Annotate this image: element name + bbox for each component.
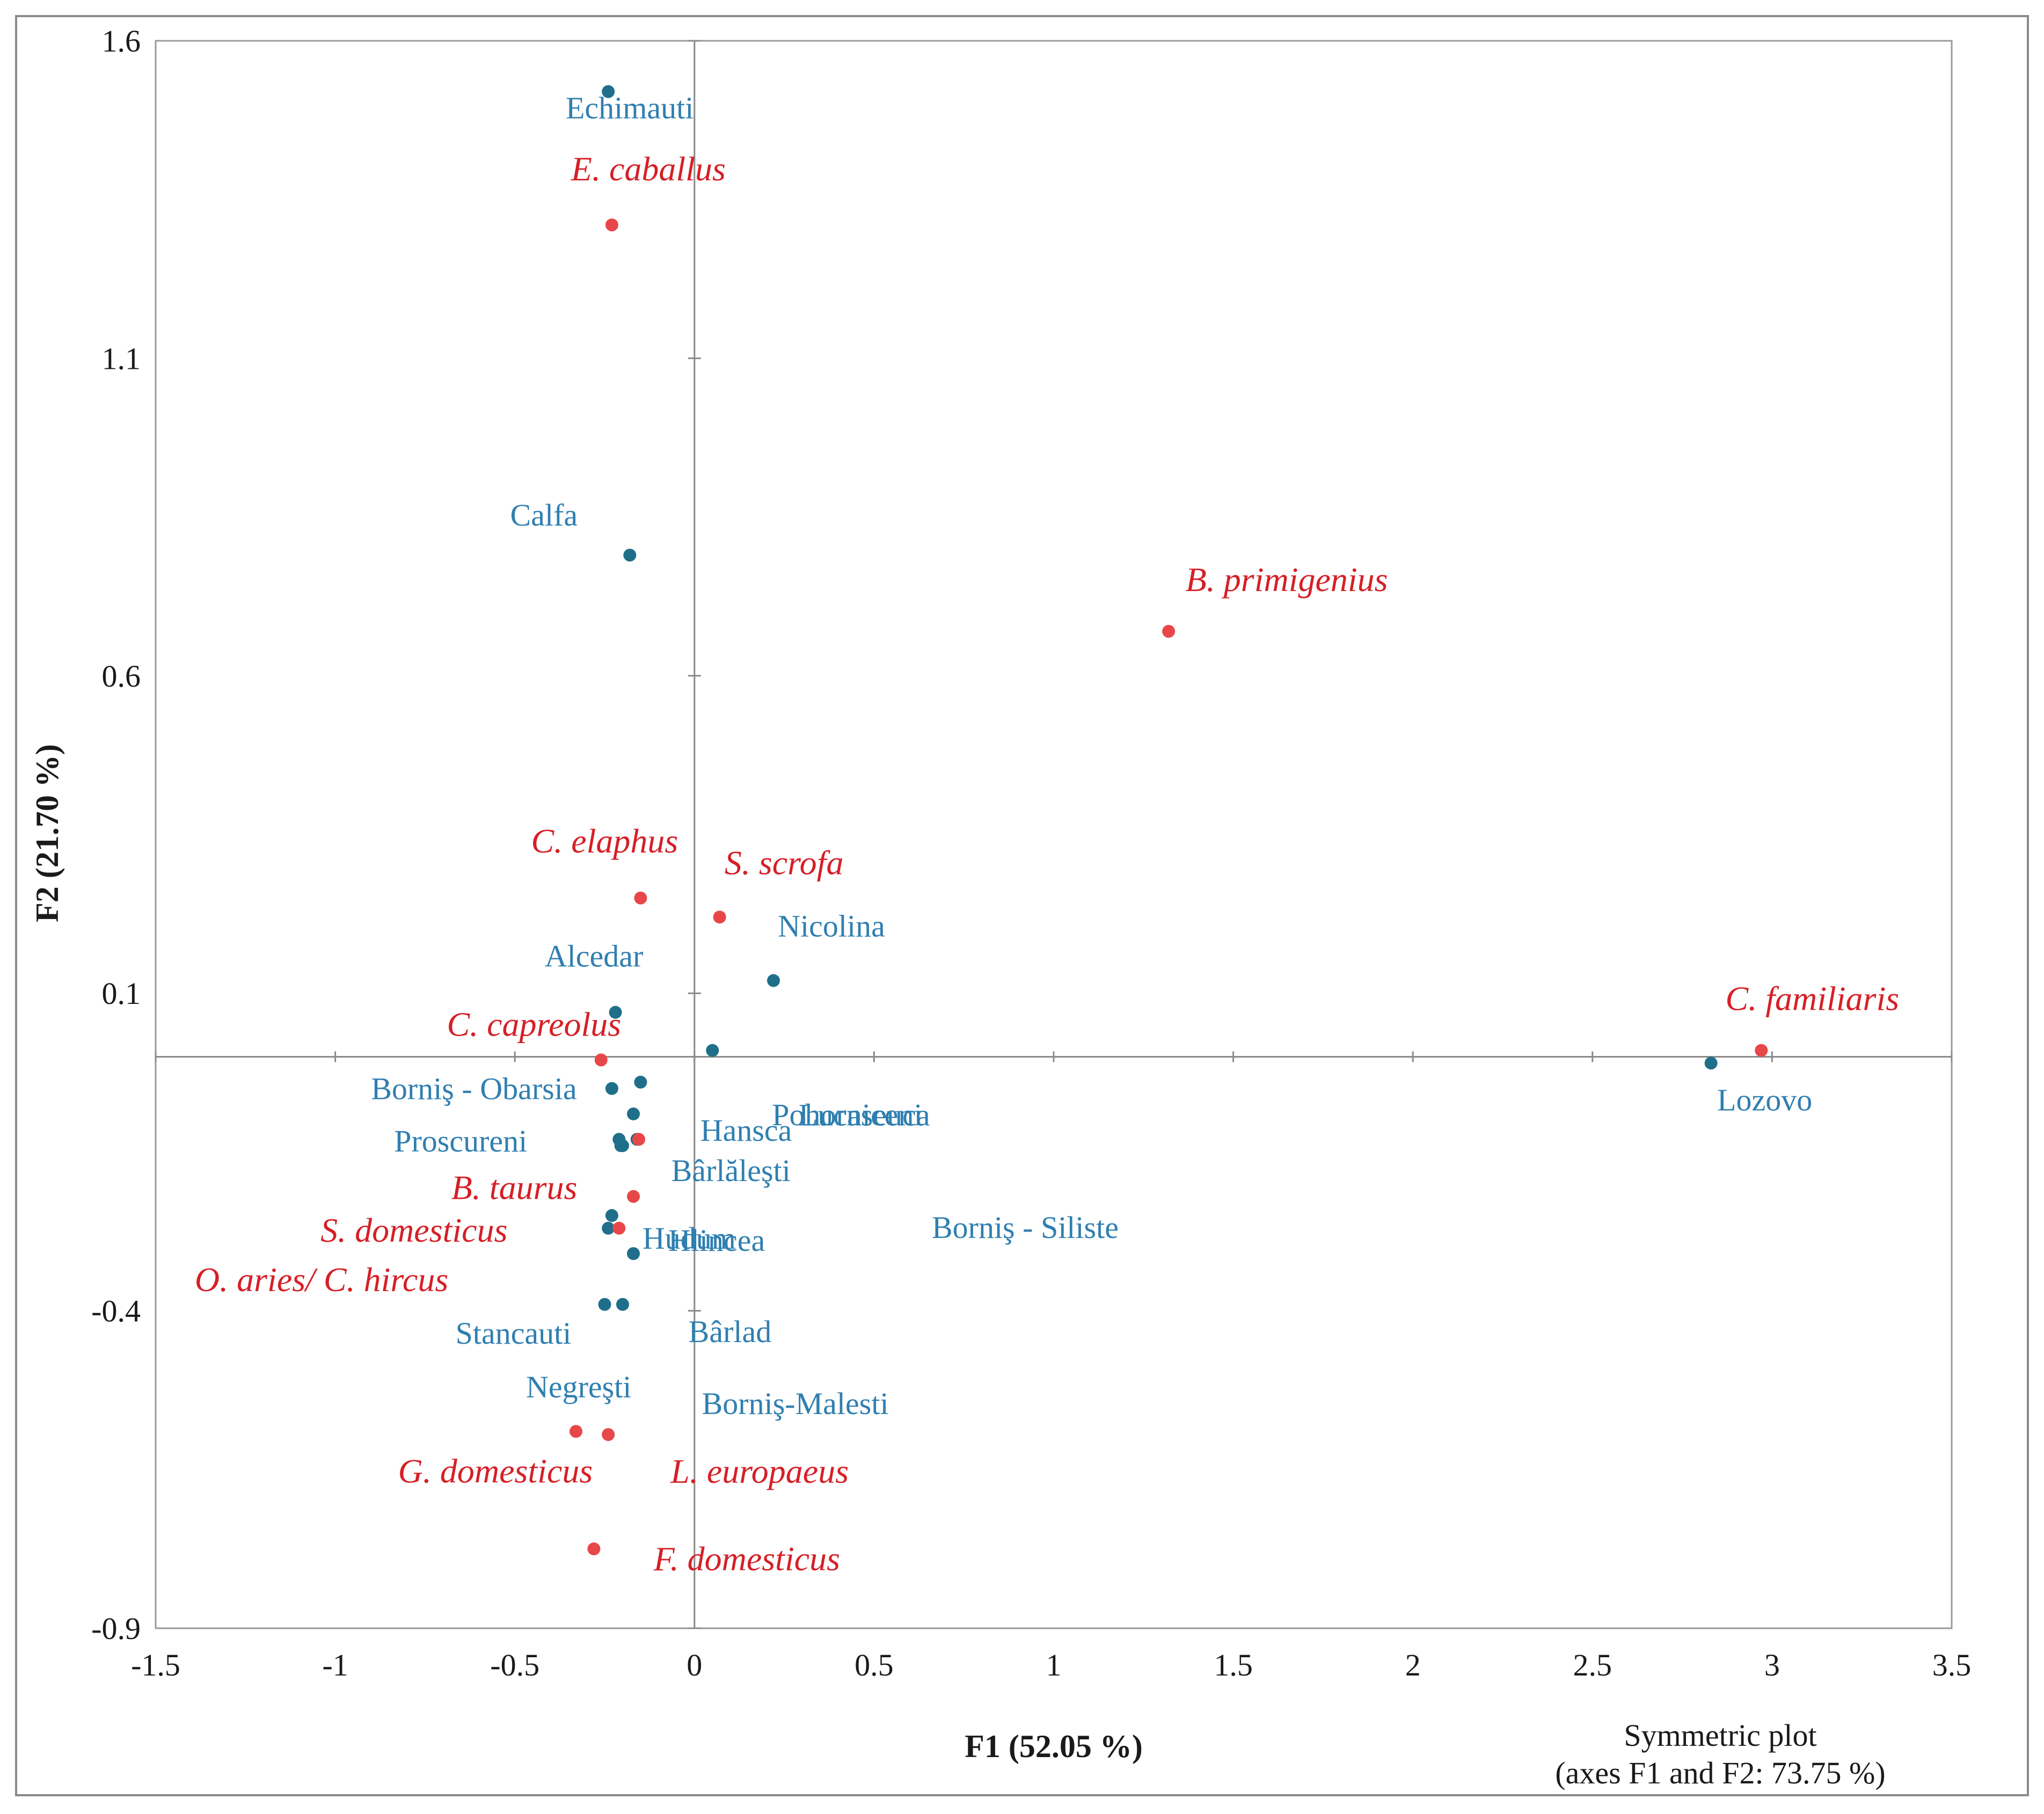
- x-tick-label: 1.5: [1214, 1648, 1253, 1682]
- x-tick-label: 0.5: [855, 1648, 894, 1682]
- species-point: [1755, 1044, 1768, 1057]
- site-point: [767, 974, 780, 987]
- y-tick-labels: 1.6 1.1 0.6 0.1 -0.4 -0.9: [91, 24, 141, 1646]
- plot-type-note: Symmetric plot: [1624, 1718, 1816, 1753]
- y-tick-label: 1.1: [102, 341, 141, 376]
- site-label: Pohorniceni: [772, 1097, 922, 1132]
- site-labels: Echimauti Calfa Alcedar Nicolina LucaseucaPo…: [371, 91, 1812, 1421]
- species-label: C. elaphus: [531, 822, 678, 860]
- species-label: B. primigenius: [1186, 560, 1388, 599]
- site-label: Lozovo: [1717, 1082, 1812, 1117]
- species-point: [627, 1190, 640, 1203]
- plot-area: [155, 40, 1953, 1629]
- site-point: [1704, 1057, 1718, 1070]
- x-tick-label: 2: [1405, 1648, 1421, 1682]
- y-tick-label: -0.9: [91, 1611, 141, 1646]
- scatter-plot: -1.5 -1 -0.5 0 0.5 1 1.5 2 2.5 3 3.5 1.6 1.1 0.6 0.1 -…: [30, 24, 1971, 1790]
- x-tick-label: -1: [322, 1648, 348, 1682]
- x-tick-label: 0: [687, 1648, 702, 1682]
- site-point: [609, 1006, 622, 1019]
- site-label: Negreşti: [526, 1369, 632, 1404]
- species-point: [632, 1133, 646, 1146]
- species-point: [1162, 625, 1176, 638]
- site-point: [706, 1044, 719, 1057]
- site-label: Proscureni: [394, 1124, 527, 1159]
- species-label: F. domesticus: [653, 1540, 840, 1578]
- y-tick-label: 1.6: [102, 24, 141, 59]
- y-tick-label: -0.4: [91, 1294, 141, 1329]
- species-label: G. domesticus: [398, 1452, 593, 1490]
- site-point: [616, 1298, 629, 1311]
- species-label: B. taurus: [451, 1169, 578, 1207]
- site-label: Hlincea: [668, 1223, 765, 1258]
- x-tick-label: 3: [1764, 1648, 1780, 1682]
- site-label: Borniş - Obarsia: [371, 1072, 576, 1106]
- species-label: O. aries/ C. hircus: [195, 1261, 448, 1299]
- species-point: [634, 891, 647, 905]
- site-label: Alcedar: [545, 939, 644, 974]
- site-label: Hudum: [643, 1221, 736, 1256]
- y-tick-label: 0.6: [102, 659, 141, 694]
- site-point: [634, 1075, 647, 1089]
- axis-tick-marks: [155, 40, 1953, 1629]
- site-point: [605, 1209, 618, 1222]
- site-label: Nicolina: [778, 909, 885, 944]
- x-tick-labels: -1.5 -1 -0.5 0 0.5 1 1.5 2 2.5 3 3.5: [131, 1648, 1971, 1682]
- species-label: C. familiaris: [1726, 980, 1900, 1018]
- species-points: [569, 218, 1768, 1556]
- site-label: Bârlad: [689, 1314, 772, 1349]
- species-label: S. scrofa: [725, 843, 844, 881]
- x-tick-label: -1.5: [131, 1648, 180, 1682]
- species-labels: E. caballus B. primigenius C. elaphus S. sc…: [195, 150, 1899, 1578]
- site-label: Borniş-Malesti: [702, 1386, 889, 1421]
- site-point: [627, 1107, 640, 1120]
- site-point: [627, 1247, 640, 1261]
- chart-frame: -1.5 -1 -0.5 0 0.5 1 1.5 2 2.5 3 3.5 1.6 1.1 0.6 0.1 -…: [15, 15, 2029, 1796]
- y-tick-label: 0.1: [102, 976, 141, 1011]
- species-point: [602, 1428, 615, 1441]
- species-point: [612, 1221, 626, 1235]
- x-tick-label: -0.5: [490, 1648, 539, 1682]
- x-tick-label: 1: [1046, 1648, 1062, 1682]
- species-label: C. capreolus: [447, 1005, 621, 1043]
- species-point: [594, 1053, 608, 1067]
- x-axis-title: F1 (52.05 %): [965, 1729, 1143, 1764]
- site-label: Hansca: [700, 1113, 792, 1148]
- plot-inertia-note: (axes F1 and F2: 73.75 %): [1555, 1755, 1885, 1790]
- site-point: [602, 1221, 615, 1235]
- site-label: Echimauti: [566, 91, 694, 126]
- species-point: [569, 1425, 582, 1438]
- site-label: Calfa: [510, 498, 578, 533]
- species-label: L. europaeus: [670, 1452, 849, 1490]
- site-point: [598, 1298, 611, 1311]
- site-label: Stancauti: [456, 1316, 572, 1351]
- site-point: [623, 549, 637, 562]
- species-point: [605, 218, 618, 232]
- site-label: Lucaseuca: [799, 1098, 930, 1133]
- site-point: [602, 85, 615, 98]
- site-points: [598, 85, 1718, 1311]
- species-point: [713, 910, 726, 924]
- species-label: S. domesticus: [320, 1211, 507, 1249]
- site-label: Borniş - Siliste: [932, 1210, 1119, 1245]
- species-label: E. caballus: [571, 150, 726, 188]
- site-label: Bârlăleşti: [671, 1153, 791, 1188]
- site-point: [605, 1082, 618, 1095]
- x-tick-label: 3.5: [1932, 1648, 1972, 1682]
- y-axis-title: F2 (21.70 %): [30, 744, 65, 922]
- species-point: [587, 1542, 601, 1556]
- site-point: [614, 1139, 627, 1153]
- x-tick-label: 2.5: [1573, 1648, 1612, 1682]
